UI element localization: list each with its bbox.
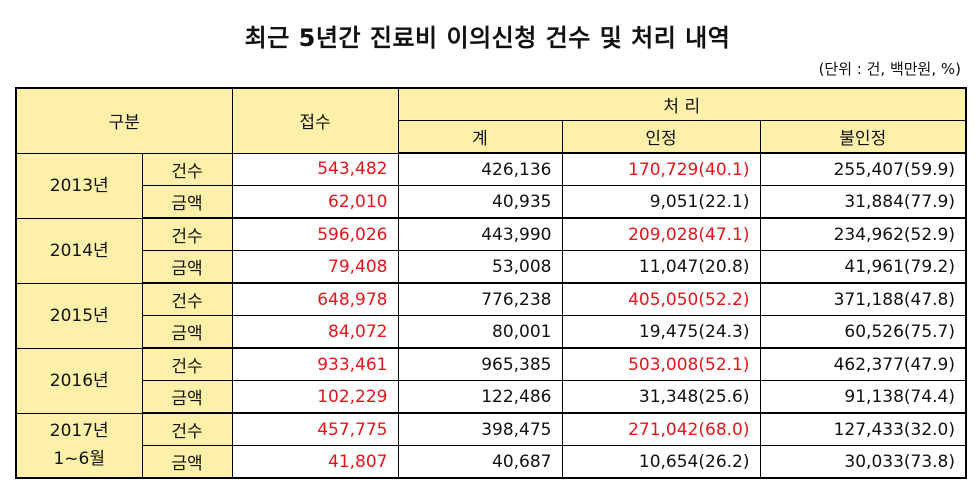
year-label: 2016년 [49, 370, 109, 391]
rejected-value: 30,033(73.8) [759, 445, 967, 479]
total-value: 80,001 [397, 315, 563, 349]
accepted-value: 170,729(40.1) [561, 152, 761, 186]
metric-label: 건수 [141, 282, 233, 316]
table-row: 금액 62,010 40,935 9,051(22.1) 31,884(77.9) [16, 185, 967, 219]
received-value: 41,807 [231, 445, 399, 479]
year-label: 2017년 [49, 421, 109, 442]
table-row: 금액 84,072 80,001 19,475(24.3) 60,526(75.7) [16, 315, 967, 349]
rejected-value: 234,962(52.9) [759, 217, 967, 251]
total-value: 398,475 [397, 412, 563, 446]
received-value: 933,461 [231, 347, 399, 381]
rejected-value: 127,433(32.0) [759, 412, 967, 446]
received-value: 596,026 [231, 217, 399, 251]
accepted-value: 405,050(52.2) [561, 282, 761, 316]
table-row: 2014년 건수 596,026 443,990 209,028(47.1) 234,96… [15, 217, 967, 284]
accepted-value: 10,654(26.2) [561, 445, 761, 479]
received-value: 457,775 [231, 412, 399, 446]
year-cell: 2016년 [15, 347, 143, 414]
table-row: 금액 79,408 53,008 11,047(20.8) 41,961(79.2) [16, 250, 967, 284]
metric-label: 건수 [141, 217, 233, 251]
rejected-value: 255,407(59.9) [759, 152, 967, 186]
header-accepted: 인정 [561, 120, 761, 154]
total-value: 40,935 [397, 185, 563, 219]
received-value: 102,229 [231, 380, 399, 414]
table-row: 2015년 건수 648,978 776,238 405,050(52.2) 371,18… [15, 282, 967, 349]
metric-label: 금액 [141, 315, 233, 349]
total-value: 122,486 [397, 380, 563, 414]
year-label: 2015년 [49, 305, 109, 326]
header-category: 구분 [15, 87, 233, 154]
table-row: 2016년 건수 933,461 965,385 503,008(52.1) 462,37… [15, 347, 967, 414]
metric-label: 금액 [141, 250, 233, 284]
accepted-value: 11,047(20.8) [561, 250, 761, 284]
rejected-value: 31,884(77.9) [759, 185, 967, 219]
metric-label: 금액 [141, 445, 233, 479]
year-cell: 2013년 [15, 152, 143, 219]
accepted-value: 503,008(52.1) [561, 347, 761, 381]
year-cell: 2017년 1~6월 [15, 412, 143, 479]
accepted-value: 9,051(22.1) [561, 185, 761, 219]
rejected-value: 41,961(79.2) [759, 250, 967, 284]
header-total: 계 [397, 120, 563, 154]
year-sublabel: 1~6월 [53, 449, 106, 470]
total-value: 53,008 [397, 250, 563, 284]
metric-label: 금액 [141, 185, 233, 219]
received-value: 84,072 [231, 315, 399, 349]
header-processing: 처 리 [397, 87, 967, 121]
received-value: 79,408 [231, 250, 399, 284]
table-row: 2013년 건수 543,482 426,136 170,729(40.1) 255,40… [15, 152, 967, 219]
rejected-value: 371,188(47.8) [759, 282, 967, 316]
received-value: 62,010 [231, 185, 399, 219]
accepted-value: 209,028(47.1) [561, 217, 761, 251]
total-value: 443,990 [397, 217, 563, 251]
rejected-value: 462,377(47.9) [759, 347, 967, 381]
unit-note: (단위 : 건, 백만원, %) [818, 60, 961, 78]
table-row: 금액 41,807 40,687 10,654(26.2) 30,033(73.8) [16, 445, 967, 479]
accepted-value: 31,348(25.6) [561, 380, 761, 414]
year-label: 2013년 [49, 175, 109, 196]
metric-label: 금액 [141, 380, 233, 414]
received-value: 543,482 [231, 152, 399, 186]
year-label: 2014년 [49, 240, 109, 261]
header-received: 접수 [231, 87, 399, 154]
metric-label: 건수 [141, 152, 233, 186]
table-body: 2013년 건수 543,482 426,136 170,729(40.1) 255,40… [15, 152, 967, 479]
rejected-value: 60,526(75.7) [759, 315, 967, 349]
header-rejected: 불인정 [759, 120, 967, 154]
year-cell: 2014년 [15, 217, 143, 284]
accepted-value: 19,475(24.3) [561, 315, 761, 349]
total-value: 426,136 [397, 152, 563, 186]
metric-label: 건수 [141, 347, 233, 381]
appeal-table: 구분 접수 처 리 계 인정 불인정 2013년 건수 543,482 426,136… [15, 87, 968, 479]
rejected-value: 91,138(74.4) [759, 380, 967, 414]
table-row: 2017년 1~6월 건수 457,775 398,475 271,042(68.0) 12… [15, 412, 967, 479]
total-value: 40,687 [397, 445, 563, 479]
accepted-value: 271,042(68.0) [561, 412, 761, 446]
total-value: 776,238 [397, 282, 563, 316]
metric-label: 건수 [141, 412, 233, 446]
total-value: 965,385 [397, 347, 563, 381]
year-cell: 2015년 [15, 282, 143, 349]
received-value: 648,978 [231, 282, 399, 316]
page-title: 최근 5년간 진료비 이의신청 건수 및 처리 내역 [244, 24, 731, 52]
table-row: 금액 102,229 122,486 31,348(25.6) 91,138(74.4) [16, 380, 967, 414]
